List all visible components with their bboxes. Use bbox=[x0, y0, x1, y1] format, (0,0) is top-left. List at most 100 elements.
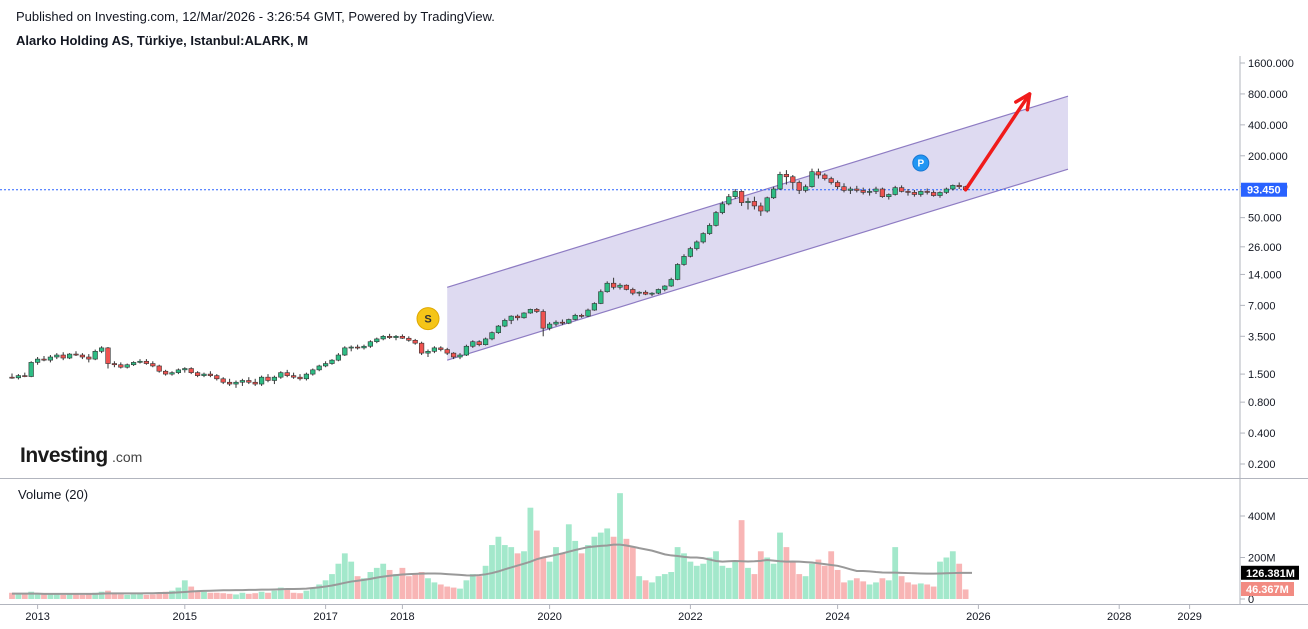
candle bbox=[495, 325, 502, 334]
candle-body bbox=[732, 191, 738, 197]
candle bbox=[431, 346, 438, 354]
volume-bar bbox=[757, 551, 764, 599]
volume-bar bbox=[271, 590, 278, 599]
volume-bar bbox=[367, 572, 374, 599]
channel-fill bbox=[447, 96, 1068, 361]
volume-bar bbox=[610, 536, 617, 599]
volume-bar bbox=[60, 594, 67, 599]
candle-body bbox=[854, 188, 860, 191]
candle bbox=[169, 371, 175, 376]
candle bbox=[700, 232, 706, 244]
candle bbox=[438, 346, 444, 352]
projection-arrow bbox=[963, 92, 1032, 192]
candle-body bbox=[86, 356, 92, 360]
volume-bar bbox=[546, 561, 553, 599]
candle-body bbox=[943, 188, 949, 193]
volume-tick-label: 200M bbox=[1248, 553, 1276, 565]
time-tick-label: 2028 bbox=[1107, 611, 1131, 623]
candle bbox=[342, 346, 348, 357]
volume-bar bbox=[290, 592, 297, 599]
candle-body bbox=[322, 363, 329, 367]
volume-bar bbox=[866, 584, 873, 599]
volume-bar bbox=[239, 592, 246, 599]
volume-tick-label: 0 bbox=[1248, 594, 1254, 606]
price-tick-label: 0.200 bbox=[1248, 459, 1276, 471]
candle bbox=[386, 333, 393, 339]
candle bbox=[898, 185, 905, 193]
candle-body bbox=[22, 375, 28, 377]
volume-bar bbox=[213, 592, 220, 599]
volume-bar bbox=[949, 551, 956, 599]
candle-body bbox=[367, 341, 374, 347]
candle-body bbox=[642, 291, 649, 295]
volume-bar bbox=[53, 594, 60, 599]
candle bbox=[34, 357, 41, 365]
candle bbox=[610, 277, 617, 290]
candle-body bbox=[476, 341, 482, 345]
volume-bar bbox=[777, 532, 783, 599]
volume-bar bbox=[399, 567, 406, 599]
candle-body bbox=[886, 194, 892, 197]
volume-bar bbox=[642, 580, 649, 599]
candle bbox=[444, 347, 450, 356]
candle bbox=[28, 361, 34, 378]
candle-body bbox=[828, 178, 834, 183]
candle bbox=[450, 352, 457, 360]
candle-body bbox=[572, 315, 578, 320]
volume-bar bbox=[405, 576, 412, 599]
volume-bar bbox=[437, 584, 444, 599]
candle bbox=[246, 377, 252, 385]
volume-bar bbox=[860, 581, 867, 599]
candle bbox=[188, 367, 194, 375]
candle-body bbox=[918, 191, 924, 195]
candle-body bbox=[463, 345, 470, 356]
volume-bar bbox=[303, 590, 310, 599]
candle bbox=[41, 356, 47, 362]
volume-bar bbox=[220, 593, 227, 599]
candle-body bbox=[54, 354, 60, 358]
candle-body bbox=[815, 171, 821, 176]
candle-body bbox=[374, 338, 380, 343]
candle bbox=[73, 351, 79, 357]
candle bbox=[502, 318, 508, 328]
candle-body bbox=[777, 174, 783, 190]
candle bbox=[207, 371, 214, 378]
pivot-signal-marker: P bbox=[912, 154, 930, 172]
volume-bar bbox=[284, 588, 291, 599]
candle bbox=[553, 320, 559, 327]
candle-body bbox=[150, 363, 156, 367]
signal-markers: SP bbox=[416, 154, 930, 331]
candle-body bbox=[745, 201, 751, 203]
candle bbox=[380, 335, 386, 341]
candle-body bbox=[290, 375, 297, 378]
candle-body bbox=[598, 291, 604, 304]
volume-bar bbox=[821, 565, 828, 599]
candle-body bbox=[879, 188, 885, 197]
volume-bar bbox=[649, 582, 655, 599]
candle bbox=[457, 353, 463, 360]
volume-bar bbox=[124, 594, 131, 599]
candle bbox=[668, 277, 674, 287]
candle bbox=[374, 337, 380, 344]
candle bbox=[54, 353, 60, 360]
candle bbox=[834, 180, 841, 189]
sell-signal-marker: S bbox=[416, 307, 440, 331]
volume-bar bbox=[233, 594, 239, 599]
volume-bar bbox=[789, 561, 796, 599]
candle bbox=[540, 309, 546, 337]
candle-body bbox=[220, 378, 226, 383]
candle-body bbox=[585, 309, 591, 317]
logo-word: Investing bbox=[20, 444, 108, 467]
volume-bar bbox=[930, 586, 937, 599]
volume-bar bbox=[361, 578, 367, 599]
candle-body bbox=[527, 309, 533, 314]
volume-bar bbox=[937, 561, 943, 599]
candle-body bbox=[841, 186, 847, 191]
candle-body bbox=[758, 205, 764, 212]
price-tick-label: 200.000 bbox=[1248, 151, 1288, 163]
volume-bar bbox=[770, 563, 777, 599]
volume-bar bbox=[655, 576, 662, 599]
candle-body bbox=[214, 375, 220, 380]
candle bbox=[290, 372, 297, 379]
